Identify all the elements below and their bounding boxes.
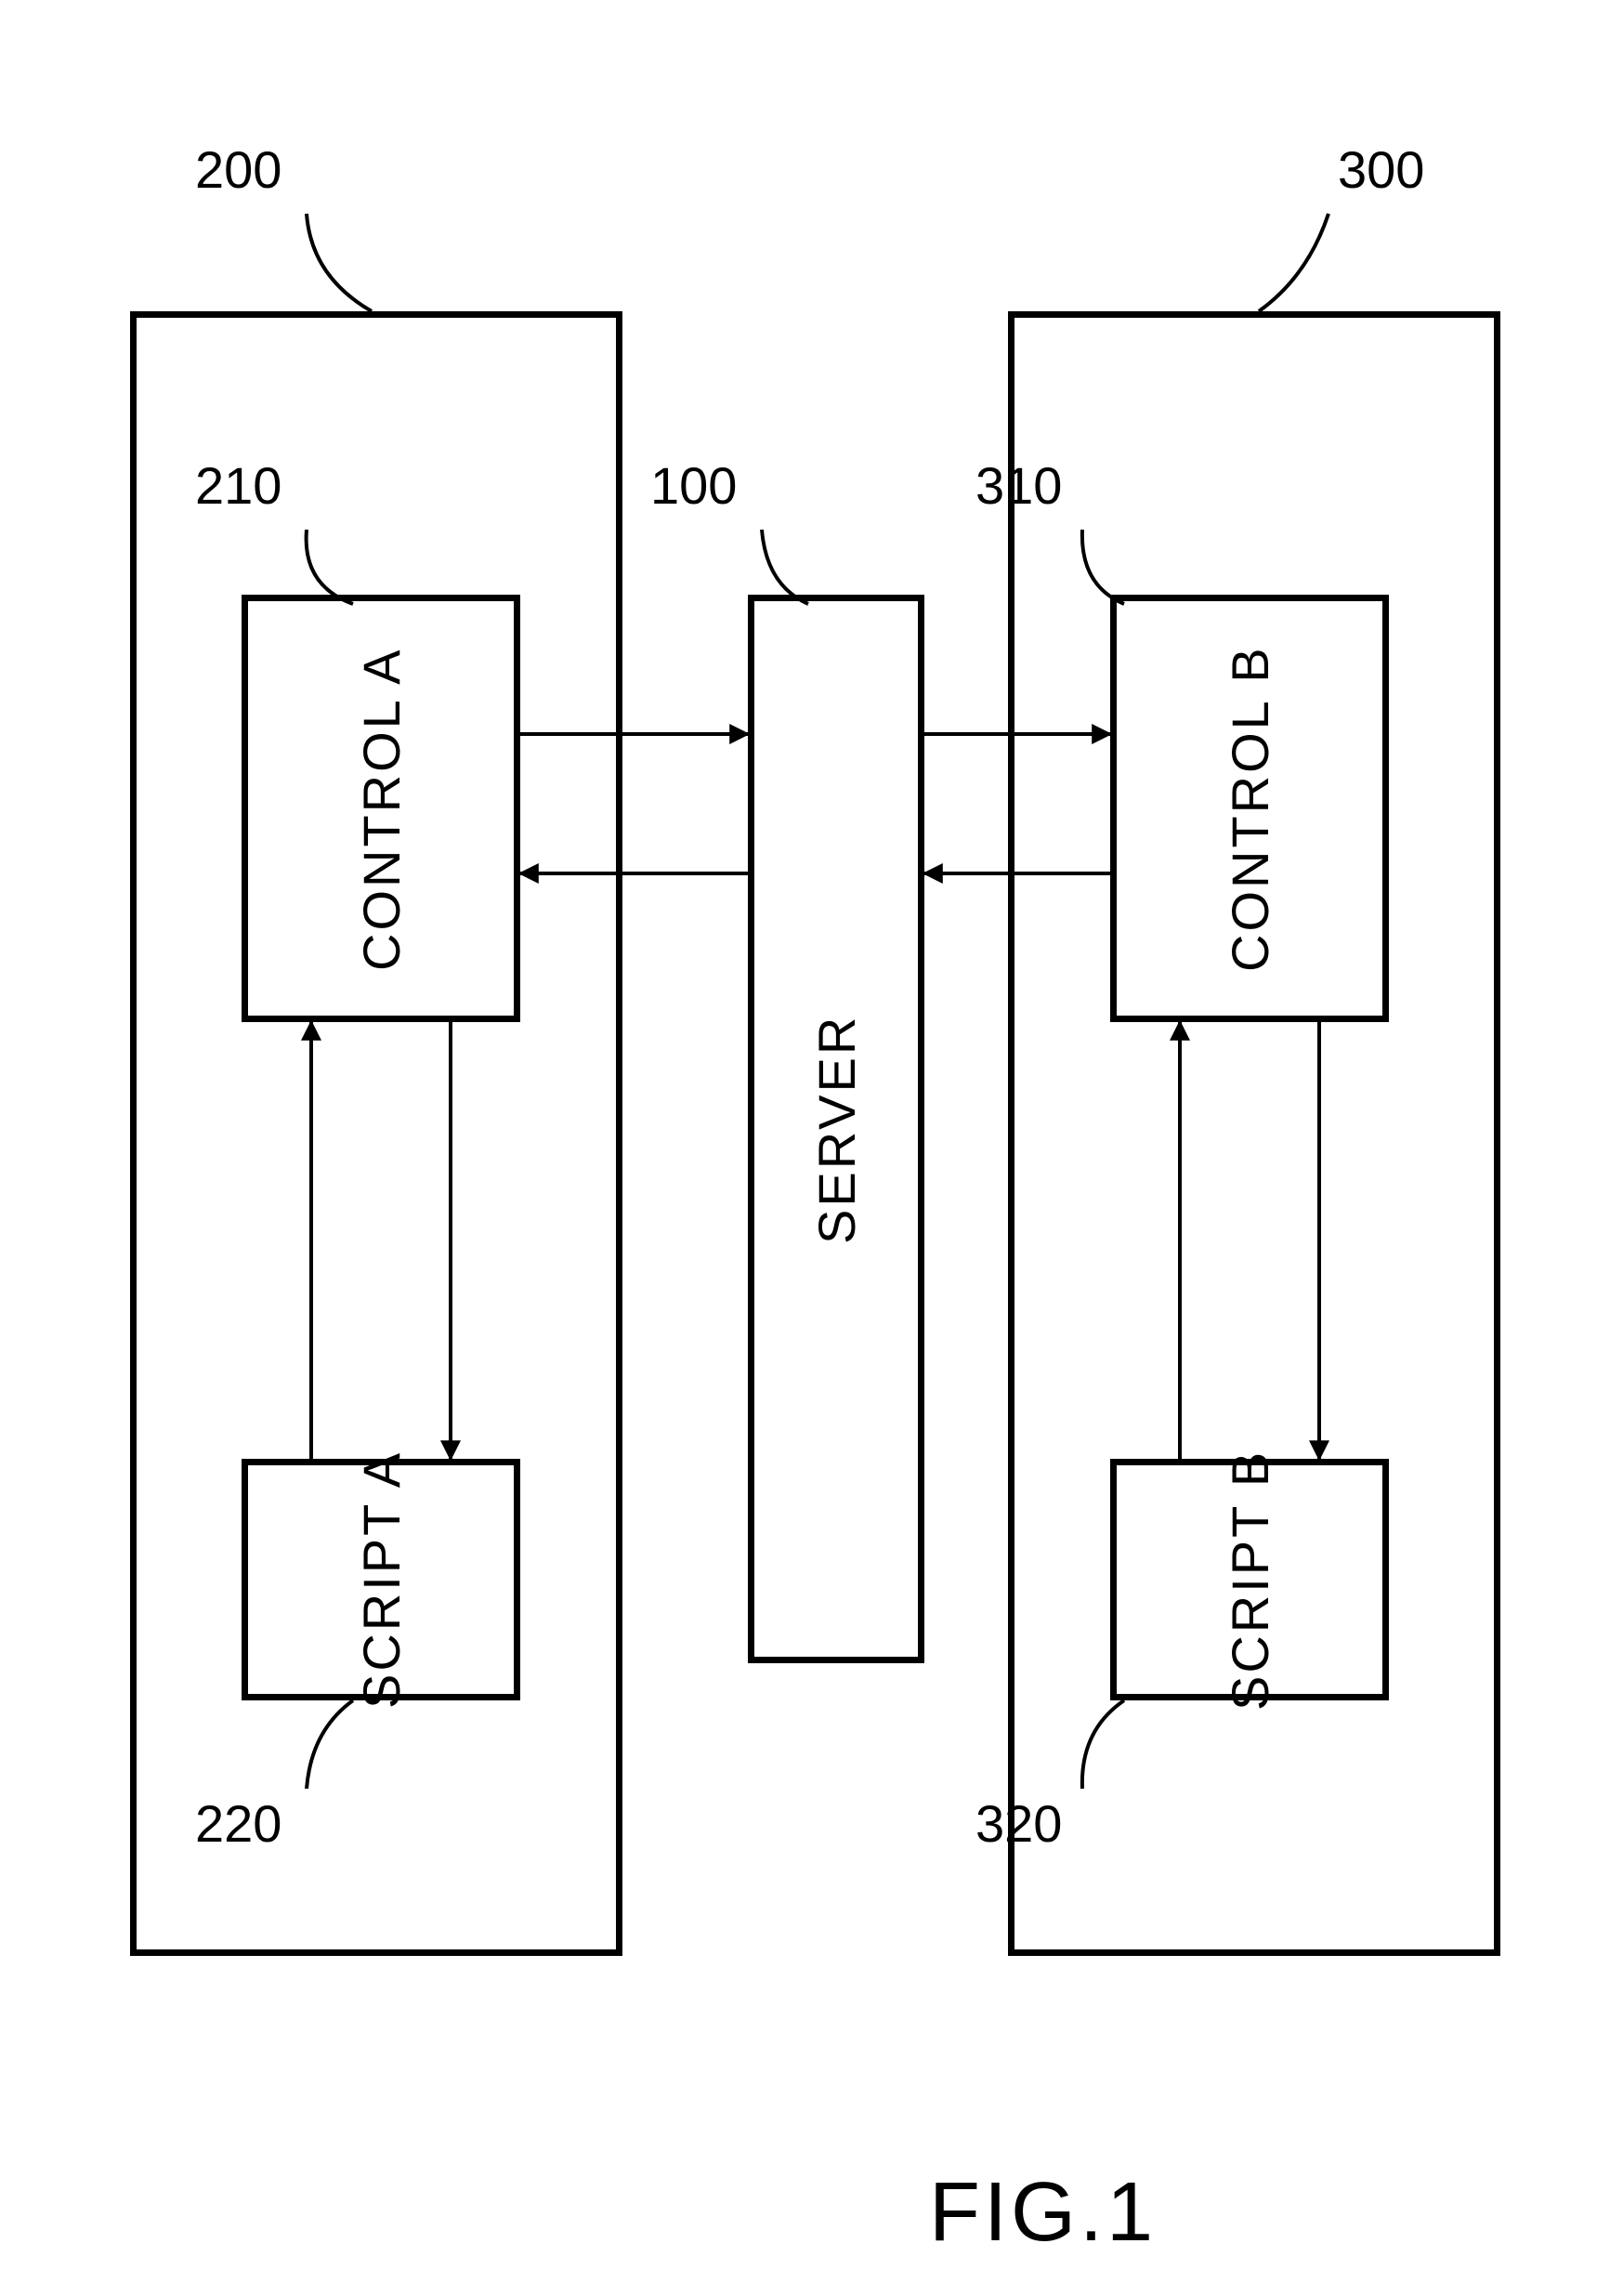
- leader-100: [762, 530, 808, 604]
- leader-210: [307, 530, 353, 604]
- leader-310: [1082, 530, 1124, 604]
- leader-200: [307, 214, 372, 311]
- leader-220: [307, 1700, 353, 1789]
- leader-300: [1259, 214, 1329, 311]
- connector-overlay: [0, 0, 1623, 2296]
- leader-320: [1082, 1700, 1124, 1789]
